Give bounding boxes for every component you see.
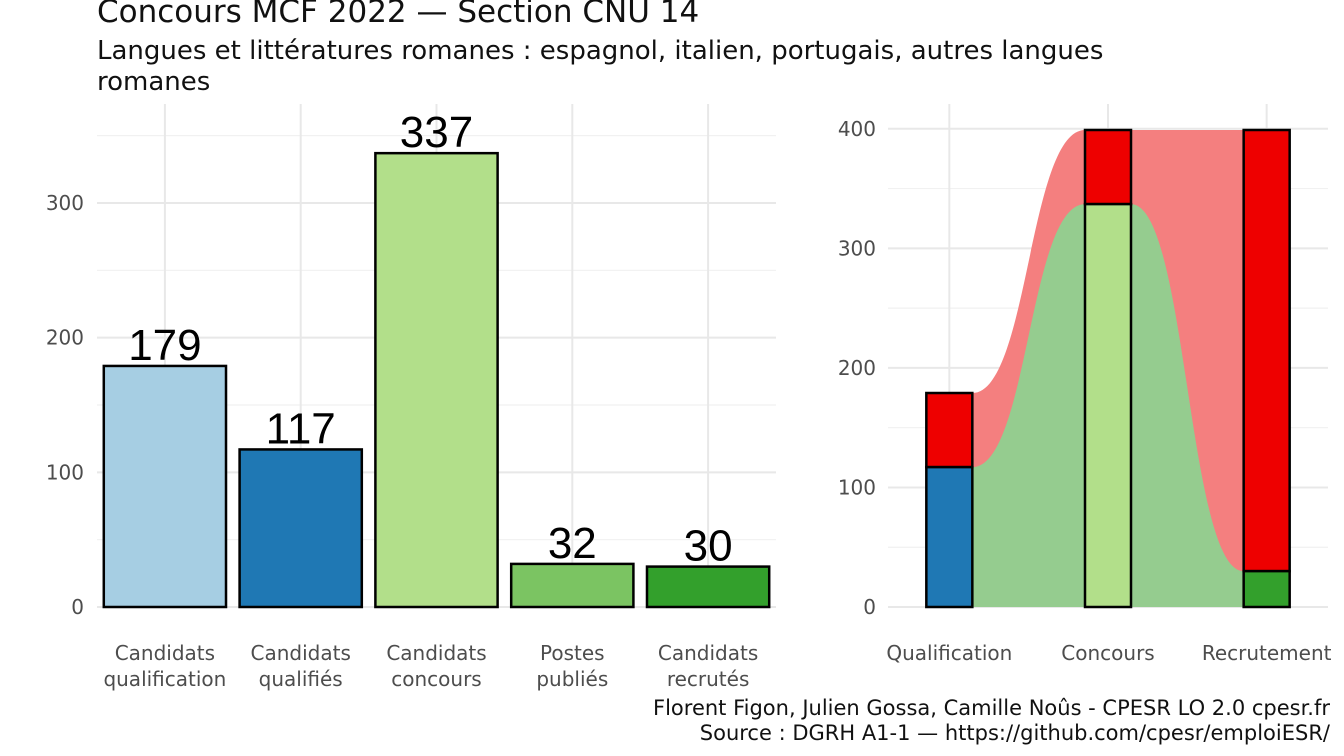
left-bars: 179 117 337 32 30 (102, 108, 771, 609)
stack-top (1242, 128, 1291, 573)
stack-bottom (925, 465, 974, 609)
y-tick-label: 400 (838, 117, 876, 141)
x-tick-line: Candidats (115, 641, 215, 665)
y-tick-label: 300 (838, 236, 876, 260)
y-tick-label: 0 (71, 595, 84, 619)
x-tick-label: Postes publiés (536, 641, 608, 691)
x-tick-label: Candidats concours (386, 641, 486, 691)
bar-value-label: 337 (400, 108, 473, 157)
credit-source: Source : DGRH A1-1 — https://github.com/… (699, 721, 1330, 745)
x-tick-line: Candidats (658, 641, 758, 665)
x-tick-label: Candidats qualifiés (251, 641, 351, 691)
bar (374, 151, 499, 609)
x-tick-line: concours (391, 667, 481, 691)
y-tick-label: 0 (863, 595, 876, 619)
credit-authors: Florent Figon, Julien Gossa, Camille Noû… (653, 696, 1330, 720)
right-bars (925, 128, 1291, 609)
x-tick-line: Postes (540, 641, 605, 665)
stack-bottom (1083, 202, 1133, 609)
x-tick-label: Candidats recrutés (658, 641, 758, 691)
bar-value-label: 179 (128, 321, 201, 370)
right-tick-labels: 0 100 200 300 400 Qualification Concours Recrut… (838, 117, 1332, 665)
page-subtitle: Langues et littératures romanes : espagn… (97, 36, 1104, 97)
bar (102, 364, 228, 609)
bar (509, 562, 635, 609)
bar-value-label: 30 (684, 522, 733, 571)
x-tick-line: publiés (536, 667, 608, 691)
y-tick-label: 100 (46, 460, 84, 484)
x-tick-line: qualifiés (259, 667, 343, 691)
y-tick-label: 300 (46, 191, 84, 215)
x-tick-label: Recrutement (1202, 641, 1332, 665)
bar-value-label: 117 (266, 404, 336, 453)
y-tick-label: 200 (46, 326, 84, 350)
x-tick-label: Concours (1061, 641, 1154, 665)
x-tick-line: Candidats (251, 641, 351, 665)
bar-value-label: 32 (548, 519, 597, 568)
page-title: Concours MCF 2022 — Section CNU 14 (97, 0, 700, 30)
x-tick-line: qualification (103, 667, 226, 691)
stack-top (925, 391, 974, 469)
y-tick-label: 100 (838, 475, 876, 499)
y-tick-label: 200 (838, 356, 876, 380)
x-tick-label: Qualification (886, 641, 1012, 665)
x-tick-line: Candidats (386, 641, 486, 665)
stack-top (1083, 128, 1133, 206)
x-tick-line: recrutés (667, 667, 750, 691)
stack-bottom (1242, 569, 1291, 609)
bar (238, 448, 364, 609)
x-tick-label: Candidats qualification (103, 641, 226, 691)
bar (645, 565, 771, 609)
